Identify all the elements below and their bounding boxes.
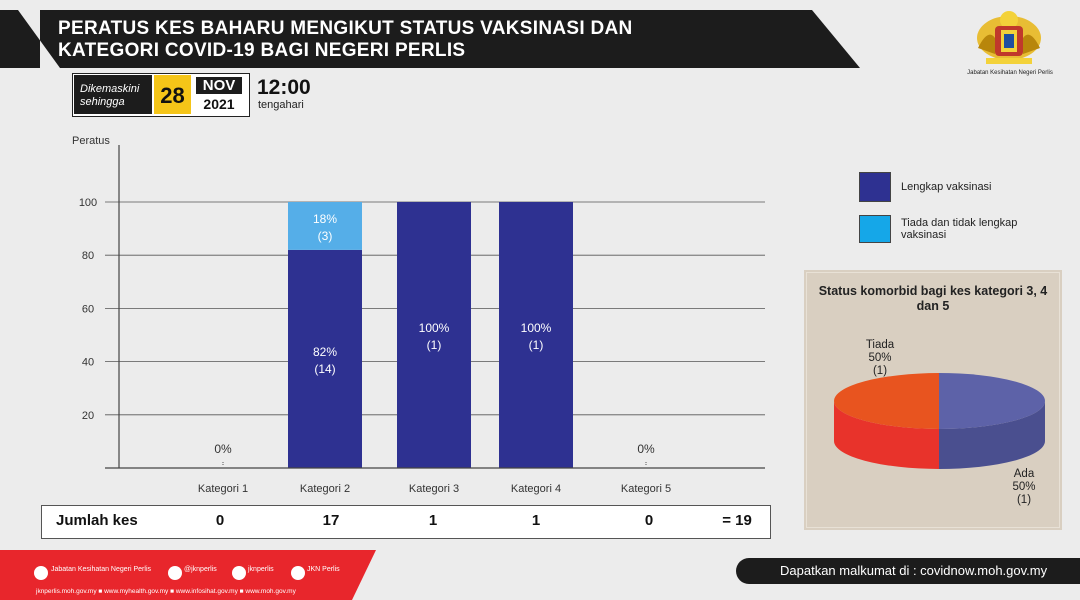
bar-percent-label: 100% bbox=[521, 321, 552, 335]
totals-row bbox=[41, 505, 771, 539]
bar-count-label: (1) bbox=[427, 338, 442, 352]
tiktok-icon[interactable] bbox=[291, 566, 305, 580]
updated-label-line-2: sehingga bbox=[80, 96, 125, 108]
pie-label-tiada-name: Tiada bbox=[865, 339, 895, 351]
bar-count-label: (3) bbox=[318, 229, 333, 243]
comorbid-pie-chart bbox=[834, 373, 1045, 469]
y-tick-label: 20 bbox=[82, 410, 94, 422]
bar-count-label: (14) bbox=[314, 362, 335, 376]
legend-label-complete: Lengkap vaksinasi bbox=[901, 181, 992, 193]
bar-complete-2 bbox=[288, 249, 362, 468]
bar-complete-4 bbox=[499, 202, 573, 468]
y-tick-label: 80 bbox=[82, 250, 94, 262]
total-kategori-3: 1 bbox=[428, 512, 438, 529]
coat-of-arms-icon bbox=[977, 11, 1041, 64]
pie-label-tiada-count: (1) bbox=[872, 365, 888, 377]
pie-label-ada-name: Ada bbox=[1013, 468, 1035, 480]
x-tick-label: Kategori 4 bbox=[511, 483, 561, 495]
bar-percent-label: 82% bbox=[313, 345, 337, 359]
page-title-line-2: KATEGORI COVID-19 BAGI NEGERI PERLIS bbox=[58, 40, 466, 61]
total-kategori-2: 17 bbox=[322, 512, 340, 529]
updated-time: 12:00 bbox=[257, 76, 311, 99]
pie-label-tiada-percent: 50% bbox=[868, 352, 892, 364]
x-tick-label: Kategori 1 bbox=[198, 483, 248, 495]
pie-label-ada: Ada 50% (1) bbox=[994, 468, 1054, 507]
updated-label-panel bbox=[74, 75, 152, 114]
facebook-icon[interactable] bbox=[34, 566, 48, 580]
page-title-line-1: PERATUS KES BAHARU MENGIKUT STATUS VAKSI… bbox=[58, 18, 633, 39]
social-tiktok-label[interactable]: JKN Perlis bbox=[307, 566, 340, 573]
updated-month: NOV bbox=[196, 77, 242, 94]
pie-label-ada-count: (1) bbox=[1016, 494, 1032, 506]
footer-urls[interactable]: jknperlis.moh.gov.my ■ www.myhealth.gov.… bbox=[36, 588, 296, 595]
bar-percent-label: 100% bbox=[419, 321, 450, 335]
updated-day: 28 bbox=[154, 75, 191, 114]
legend-label-incomplete: Tiada dan tidak lengkap vaksinasi bbox=[901, 217, 1018, 241]
comorbid-title: Status komorbid bagi kes kategori 3, 4 d… bbox=[818, 284, 1048, 313]
bar-incomplete-2 bbox=[288, 202, 362, 250]
footer-red-band bbox=[0, 550, 376, 600]
comorbid-panel-border bbox=[806, 272, 1060, 528]
total-kategori-1: 0 bbox=[215, 512, 225, 529]
updated-period: tengahari bbox=[258, 99, 304, 111]
footer-info-pill bbox=[736, 558, 1080, 584]
x-tick-label: Kategori 2 bbox=[300, 483, 350, 495]
pie-slice-ada bbox=[939, 373, 1045, 429]
pie-side-ada bbox=[939, 401, 1045, 469]
social-twitter-label[interactable]: @jknperlis bbox=[184, 566, 217, 573]
legend-swatch-incomplete bbox=[859, 215, 891, 243]
header-banner bbox=[0, 10, 860, 68]
x-tick-label: Kategori 5 bbox=[621, 483, 671, 495]
instagram-icon[interactable] bbox=[232, 566, 246, 580]
y-tick-label: 100 bbox=[79, 197, 97, 209]
pie-side-tiada bbox=[834, 401, 939, 469]
twitter-icon[interactable] bbox=[168, 566, 182, 580]
updated-year: 2021 bbox=[203, 96, 235, 112]
social-facebook-label[interactable]: Jabatan Kesihatan Negeri Perlis bbox=[51, 566, 152, 573]
bar-complete-3 bbox=[397, 202, 471, 468]
pie-label-ada-percent: 50% bbox=[1012, 481, 1036, 493]
totals-sum: = 19 bbox=[722, 512, 752, 529]
x-tick-label: Kategori 3 bbox=[409, 483, 459, 495]
y-axis-label: Peratus bbox=[72, 135, 110, 147]
legend-swatch-complete bbox=[859, 172, 891, 202]
updated-label-line-1: Dikemaskini bbox=[80, 83, 140, 95]
logo-caption: Jabatan Kesihatan Negeri Perlis bbox=[967, 70, 1053, 76]
bar-percent-label: 18% bbox=[313, 212, 337, 226]
y-tick-label: 40 bbox=[82, 357, 94, 369]
zero-value-label: 0% bbox=[637, 442, 655, 456]
total-kategori-4: 1 bbox=[531, 512, 541, 529]
footer-info-text[interactable]: Dapatkan malkumat di : covidnow.moh.gov.… bbox=[780, 563, 1048, 578]
y-tick-label: 60 bbox=[82, 303, 94, 315]
zero-value-label: 0% bbox=[214, 442, 232, 456]
pie-label-tiada: Tiada 50% (1) bbox=[850, 339, 910, 378]
social-instagram-label[interactable]: jknperlis bbox=[248, 566, 274, 573]
vaccination-bar-chart: Peratus 20 40 60 80 100 0% Kategori 1 82% (14) 1… bbox=[72, 135, 765, 495]
pie-slice-tiada bbox=[834, 373, 939, 429]
total-kategori-5: 0 bbox=[644, 512, 654, 529]
bar-count-label: (1) bbox=[529, 338, 544, 352]
totals-label: Jumlah kes bbox=[56, 512, 138, 529]
